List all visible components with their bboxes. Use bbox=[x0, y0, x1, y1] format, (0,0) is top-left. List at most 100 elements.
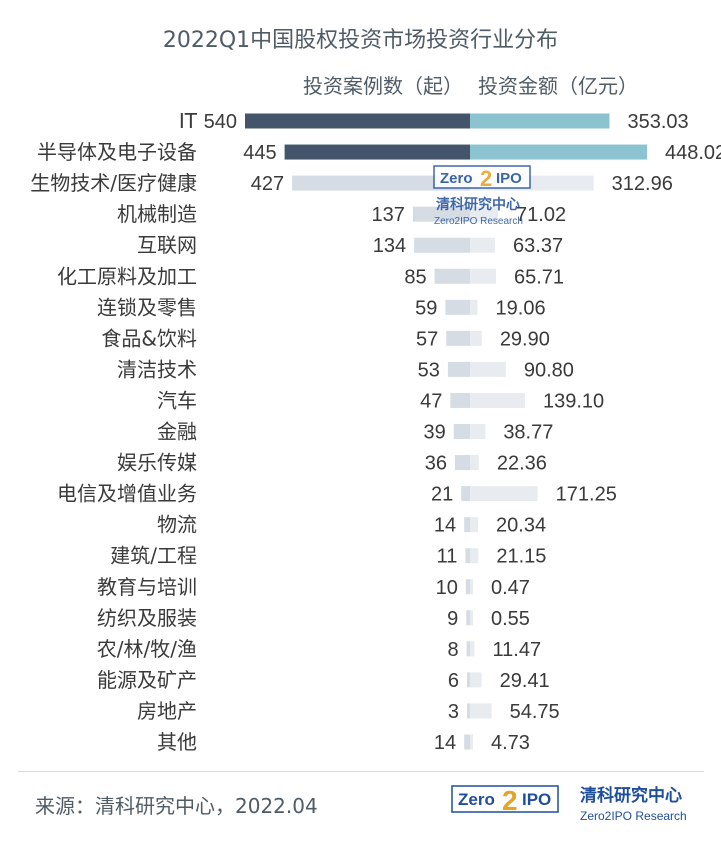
amount-bar bbox=[470, 579, 473, 595]
amount-bar bbox=[470, 330, 482, 346]
count-label: 59 bbox=[415, 297, 437, 319]
amount-label: 312.96 bbox=[612, 173, 673, 195]
count-label: 427 bbox=[251, 173, 284, 195]
count-label: 21 bbox=[431, 484, 453, 506]
amount-label: 171.25 bbox=[556, 484, 617, 506]
amount-bar bbox=[470, 610, 473, 626]
category-label: 清洁技术 bbox=[117, 357, 197, 381]
count-bar bbox=[414, 237, 470, 253]
category-label: 纺织及服装 bbox=[97, 606, 197, 630]
amount-bar bbox=[470, 424, 486, 439]
amount-label: 4.73 bbox=[491, 732, 530, 754]
category-label: 电信及增值业务 bbox=[57, 482, 197, 506]
amount-label: 29.90 bbox=[500, 328, 550, 350]
count-label: 6 bbox=[448, 670, 459, 692]
watermark-logo-word2: IPO bbox=[496, 170, 522, 187]
category-label: 农/林/牧/渔 bbox=[97, 637, 197, 661]
amount-label: 90.80 bbox=[524, 359, 574, 381]
count-label: 57 bbox=[416, 328, 438, 350]
category-label: 房地产 bbox=[137, 699, 197, 723]
amount-bar bbox=[470, 486, 538, 502]
amount-bar bbox=[470, 299, 478, 315]
count-bar bbox=[467, 672, 470, 688]
amount-bar bbox=[470, 517, 479, 533]
amount-bar bbox=[470, 455, 479, 471]
count-bar bbox=[465, 548, 470, 564]
legend-count: 投资案例数（起） bbox=[303, 74, 463, 98]
amount-label: 20.34 bbox=[496, 515, 546, 537]
watermark-logo: Zero 2 IPO 清科研究中心 Zero2IPO Research bbox=[433, 165, 531, 227]
count-bar bbox=[292, 175, 470, 191]
footer-logo-digit: 2 bbox=[502, 785, 518, 816]
count-label: 14 bbox=[434, 732, 456, 754]
count-label: 445 bbox=[243, 142, 276, 164]
category-label: 能源及矿产 bbox=[97, 668, 197, 692]
amount-bar bbox=[470, 144, 647, 160]
count-label: 36 bbox=[425, 453, 447, 475]
amount-bar bbox=[470, 703, 492, 719]
amount-label: 63.37 bbox=[513, 235, 563, 257]
category-label: 其他 bbox=[157, 730, 197, 754]
count-bar bbox=[446, 330, 470, 346]
count-label: 134 bbox=[373, 235, 406, 257]
category-label: 汽车 bbox=[157, 388, 197, 412]
watermark-logo-en: Zero2IPO Research bbox=[434, 216, 523, 227]
count-label: 14 bbox=[434, 515, 456, 537]
count-bar bbox=[464, 517, 470, 533]
amount-label: 19.06 bbox=[496, 297, 546, 319]
footer-logo-en: Zero2IPO Research bbox=[580, 809, 687, 823]
count-bar bbox=[245, 113, 470, 129]
count-label: 39 bbox=[424, 422, 446, 444]
category-label: 半导体及电子设备 bbox=[37, 140, 197, 164]
footer-logo: Zero 2 IPO 清科研究中心 Zero2IPO Research bbox=[451, 785, 687, 823]
amount-label: 0.55 bbox=[491, 608, 530, 630]
category-label: 互联网 bbox=[137, 233, 197, 257]
count-bar bbox=[412, 206, 470, 222]
footer-logo-word2: IPO bbox=[522, 790, 551, 809]
count-label: 47 bbox=[420, 390, 442, 412]
category-label: 金融 bbox=[157, 420, 197, 444]
category-label: 教育与培训 bbox=[97, 575, 197, 599]
amount-label: 38.77 bbox=[503, 422, 553, 444]
chart-title: 2022Q1中国股权投资市场投资行业分布 bbox=[162, 28, 559, 53]
footer-logo-cn: 清科研究中心 bbox=[580, 785, 682, 806]
amount-bar bbox=[470, 113, 610, 129]
category-label: 生物技术/医疗健康 bbox=[30, 171, 197, 195]
category-label: 连锁及零售 bbox=[97, 295, 197, 319]
count-bar bbox=[445, 299, 470, 315]
amount-label: 11.47 bbox=[493, 639, 542, 661]
category-label: 娱乐传媒 bbox=[117, 451, 197, 475]
amount-label: 29.41 bbox=[500, 670, 550, 692]
count-label: 53 bbox=[418, 359, 440, 381]
watermark-logo-word: Zero bbox=[440, 170, 473, 187]
amount-label: 139.10 bbox=[543, 390, 604, 412]
amount-label: 448.02 bbox=[665, 142, 721, 164]
amount-label: 65.71 bbox=[514, 266, 564, 288]
count-bar bbox=[465, 579, 470, 595]
count-bar bbox=[453, 424, 470, 439]
legend-amount: 投资金额（亿元） bbox=[478, 74, 638, 98]
amount-label: 54.75 bbox=[510, 701, 560, 723]
footer-logo-word: Zero bbox=[458, 790, 495, 809]
count-label: 8 bbox=[448, 639, 459, 661]
count-bar bbox=[461, 486, 470, 502]
count-bar bbox=[464, 734, 470, 750]
amount-bar bbox=[470, 734, 473, 750]
amount-label: 22.36 bbox=[497, 453, 547, 475]
count-label: 540 bbox=[204, 111, 237, 133]
category-label: IT bbox=[179, 109, 198, 133]
count-label: 85 bbox=[404, 266, 426, 288]
amount-bar bbox=[470, 392, 525, 408]
count-bar bbox=[434, 268, 470, 284]
category-label: 机械制造 bbox=[117, 202, 197, 226]
count-label: 10 bbox=[436, 577, 458, 599]
count-bar bbox=[466, 641, 470, 657]
footer-divider bbox=[18, 771, 704, 772]
category-label: 建筑/工程 bbox=[110, 544, 197, 568]
count-bar bbox=[450, 392, 470, 408]
count-label: 11 bbox=[437, 546, 458, 568]
count-label: 3 bbox=[448, 701, 459, 723]
source-note: 来源：清科研究中心，2022.04 bbox=[35, 794, 318, 818]
category-label: 化工原料及加工 bbox=[57, 264, 197, 288]
count-bar bbox=[455, 455, 470, 471]
